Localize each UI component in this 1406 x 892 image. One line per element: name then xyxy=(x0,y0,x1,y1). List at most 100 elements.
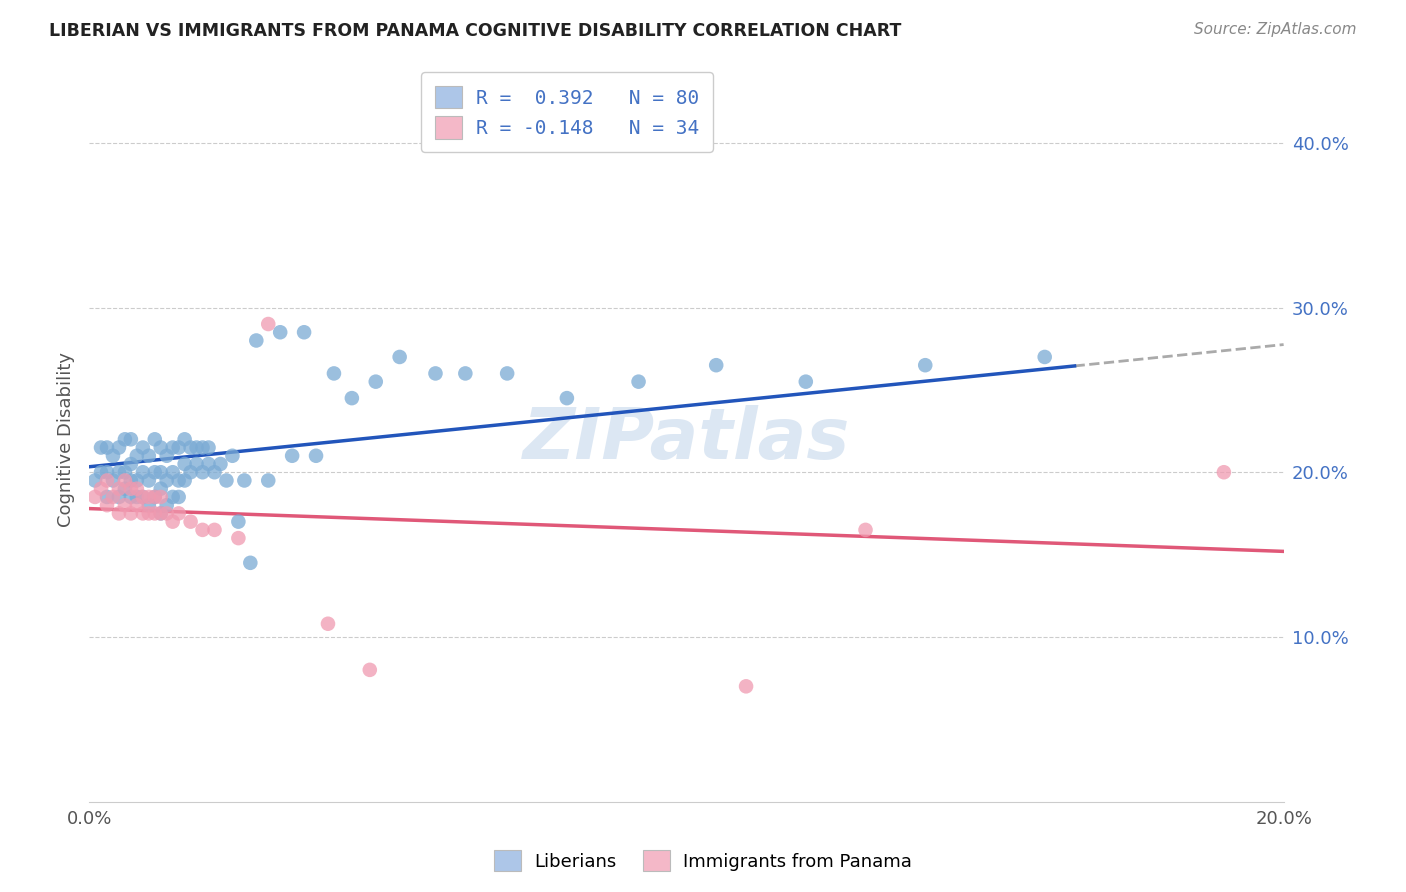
Point xyxy=(209,457,232,471)
Point xyxy=(143,490,166,504)
Point xyxy=(143,507,166,521)
Point xyxy=(914,358,936,372)
Point xyxy=(167,490,190,504)
Point xyxy=(149,465,172,479)
Point xyxy=(114,474,136,488)
Point xyxy=(186,441,208,455)
Point xyxy=(114,432,136,446)
Point xyxy=(96,498,118,512)
Point xyxy=(120,482,142,496)
Point xyxy=(173,474,195,488)
Point xyxy=(132,507,155,521)
Point xyxy=(108,490,131,504)
Point xyxy=(120,432,142,446)
Point xyxy=(180,515,202,529)
Point xyxy=(364,375,387,389)
Point xyxy=(340,391,363,405)
Point xyxy=(143,432,166,446)
Point xyxy=(197,457,219,471)
Point xyxy=(794,375,817,389)
Point xyxy=(156,474,179,488)
Point xyxy=(215,474,238,488)
Point xyxy=(125,449,148,463)
Point xyxy=(454,367,477,381)
Point xyxy=(84,474,107,488)
Point xyxy=(281,449,304,463)
Point xyxy=(204,465,226,479)
Point xyxy=(257,317,280,331)
Point xyxy=(120,457,142,471)
Point xyxy=(269,325,291,339)
Point xyxy=(96,465,118,479)
Point xyxy=(90,465,112,479)
Point xyxy=(735,679,758,693)
Text: Source: ZipAtlas.com: Source: ZipAtlas.com xyxy=(1194,22,1357,37)
Point xyxy=(120,490,142,504)
Point xyxy=(114,482,136,496)
Point xyxy=(143,490,166,504)
Point xyxy=(197,441,219,455)
Point xyxy=(138,507,160,521)
Point xyxy=(90,441,112,455)
Point xyxy=(496,367,519,381)
Point xyxy=(125,482,148,496)
Point xyxy=(359,663,381,677)
Point xyxy=(90,482,112,496)
Point xyxy=(101,490,124,504)
Point xyxy=(132,465,155,479)
Point xyxy=(156,507,179,521)
Point xyxy=(1033,350,1056,364)
Point xyxy=(149,490,172,504)
Point xyxy=(84,490,107,504)
Point xyxy=(292,325,315,339)
Point xyxy=(138,498,160,512)
Legend: R =  0.392   N = 80, R = -0.148   N = 34: R = 0.392 N = 80, R = -0.148 N = 34 xyxy=(422,72,713,153)
Point xyxy=(156,449,179,463)
Point xyxy=(167,441,190,455)
Y-axis label: Cognitive Disability: Cognitive Disability xyxy=(58,351,75,527)
Point xyxy=(114,465,136,479)
Point xyxy=(149,482,172,496)
Point xyxy=(167,474,190,488)
Point xyxy=(233,474,256,488)
Point xyxy=(305,449,328,463)
Point xyxy=(167,507,190,521)
Point xyxy=(114,498,136,512)
Point xyxy=(138,490,160,504)
Point xyxy=(125,498,148,512)
Legend: Liberians, Immigrants from Panama: Liberians, Immigrants from Panama xyxy=(486,843,920,879)
Point xyxy=(125,474,148,488)
Point xyxy=(245,334,267,348)
Point xyxy=(186,457,208,471)
Point xyxy=(180,441,202,455)
Point xyxy=(855,523,877,537)
Point xyxy=(239,556,262,570)
Point xyxy=(120,474,142,488)
Point xyxy=(96,441,118,455)
Point xyxy=(125,490,148,504)
Point xyxy=(162,490,184,504)
Text: LIBERIAN VS IMMIGRANTS FROM PANAMA COGNITIVE DISABILITY CORRELATION CHART: LIBERIAN VS IMMIGRANTS FROM PANAMA COGNI… xyxy=(49,22,901,40)
Point xyxy=(191,465,214,479)
Point xyxy=(132,490,155,504)
Point xyxy=(221,449,243,463)
Point xyxy=(149,507,172,521)
Point xyxy=(323,367,346,381)
Point xyxy=(173,457,195,471)
Point xyxy=(132,441,155,455)
Point xyxy=(1212,465,1234,479)
Point xyxy=(162,515,184,529)
Point xyxy=(204,523,226,537)
Point xyxy=(228,531,250,545)
Point xyxy=(120,507,142,521)
Point xyxy=(101,474,124,488)
Point xyxy=(257,474,280,488)
Point xyxy=(149,441,172,455)
Point xyxy=(425,367,447,381)
Point xyxy=(162,441,184,455)
Point xyxy=(316,616,339,631)
Point xyxy=(143,465,166,479)
Point xyxy=(191,441,214,455)
Point xyxy=(96,474,118,488)
Point xyxy=(156,498,179,512)
